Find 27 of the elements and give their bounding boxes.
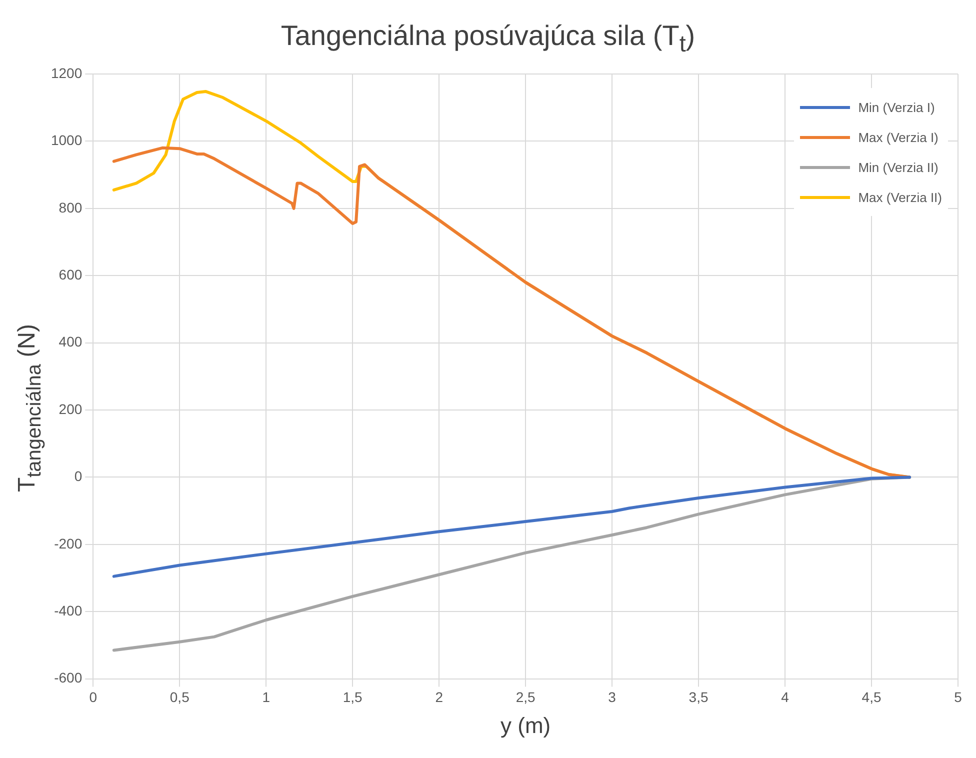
legend-label: Max (Verzia II) bbox=[858, 190, 942, 204]
legend-label: Min (Verzia II) bbox=[858, 160, 938, 174]
x-tick-label: 0 bbox=[89, 689, 98, 706]
legend-label: Min (Verzia I) bbox=[858, 100, 935, 114]
x-tick-label: 3 bbox=[608, 689, 616, 706]
legend-label: Max (Verzia I) bbox=[858, 130, 938, 144]
x-tick-label: 2 bbox=[435, 689, 444, 706]
y-tick-label: 200 bbox=[58, 400, 82, 417]
x-tick-label: 5 bbox=[954, 689, 962, 706]
x-axis-title: y (m) bbox=[500, 712, 551, 738]
y-tick-label: 1000 bbox=[50, 132, 82, 148]
y-tick-label: -400 bbox=[54, 602, 82, 618]
x-tick-label: 1,5 bbox=[342, 689, 363, 706]
x-tick-label: 3,5 bbox=[688, 689, 708, 706]
y-tick-label: 1200 bbox=[50, 64, 82, 81]
x-tick-label: 4 bbox=[781, 689, 790, 706]
x-tick-label: 2,5 bbox=[516, 689, 536, 706]
y-tick-label: 0 bbox=[74, 468, 82, 484]
chart-title: Tangenciálna posúvajúca sila (T$_{t}$) bbox=[280, 20, 696, 58]
y-tick-label: 400 bbox=[58, 334, 82, 350]
y-tick-label: 800 bbox=[58, 199, 82, 216]
y-tick-label: -200 bbox=[54, 535, 82, 552]
x-tick-label: 0,5 bbox=[170, 689, 190, 706]
y-tick-label: 600 bbox=[58, 266, 82, 282]
x-tick-label: 1 bbox=[262, 689, 270, 706]
y-tick-label: -600 bbox=[54, 670, 82, 686]
x-tick-label: 4,5 bbox=[862, 689, 882, 706]
